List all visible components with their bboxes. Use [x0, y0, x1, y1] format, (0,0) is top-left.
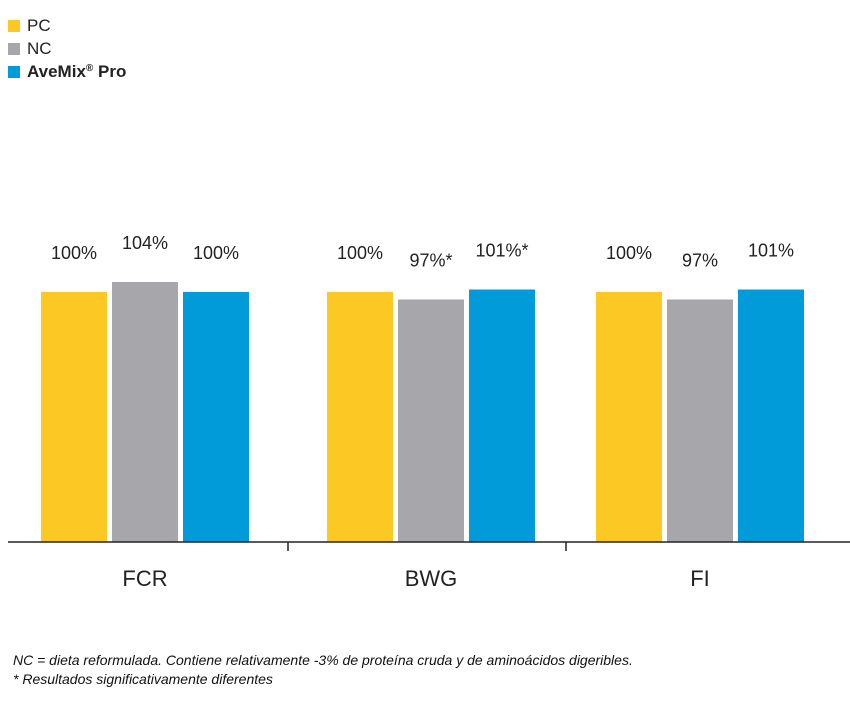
bar-bwg-pc — [327, 292, 393, 542]
legend-label-nc: NC — [27, 38, 52, 58]
bar-fcr-nc — [112, 282, 178, 542]
data-label-fi-nc: 97% — [682, 251, 718, 271]
data-label-fi-pc: 100% — [606, 243, 652, 263]
bar-fi-nc — [667, 299, 733, 542]
data-label-bwg-pc: 100% — [337, 243, 383, 263]
legend-item-avemix: AveMix® Pro — [8, 60, 126, 83]
legend-swatch-nc — [8, 42, 20, 55]
data-label-fi-avemix: 101% — [748, 241, 794, 261]
x-tick-label-fi: FI — [690, 566, 710, 591]
legend-label-avemix-suffix: ® Pro — [85, 61, 127, 81]
bar-chart: 100% 104% 100% FCR 100% 97%* 101%* BWG 100% 97% 10… — [8, 233, 850, 591]
x-tick-label-fcr: FCR — [122, 566, 167, 591]
footnote-significance: * Resultados significativamente diferent… — [13, 671, 273, 687]
chart-legend: PC NC AveMix® Pro — [8, 14, 126, 83]
bar-fi-avemix — [738, 289, 804, 542]
legend-label-pc: PC — [27, 15, 51, 35]
bar-bwg-nc — [398, 299, 464, 542]
data-label-fcr-pc: 100% — [51, 243, 97, 263]
legend-label-avemix: AveMix® Pro — [27, 62, 126, 82]
legend-label-avemix-name: AveMix — [27, 61, 86, 81]
legend-item-nc: NC — [8, 37, 126, 60]
data-label-fcr-nc: 104% — [122, 233, 168, 253]
legend-swatch-avemix — [8, 65, 20, 78]
data-label-bwg-avemix: 101%* — [475, 241, 528, 261]
bar-fcr-avemix — [183, 292, 249, 542]
x-tick-label-bwg: BWG — [405, 566, 458, 591]
chart-footnotes: NC = dieta reformulada. Contiene relativ… — [13, 651, 633, 689]
legend-swatch-pc — [8, 19, 20, 32]
footnote-nc-definition: NC = dieta reformulada. Contiene relativ… — [13, 652, 633, 668]
data-label-fcr-avemix: 100% — [193, 243, 239, 263]
bar-fi-pc — [596, 292, 662, 542]
legend-item-pc: PC — [8, 14, 126, 37]
bar-bwg-avemix — [469, 289, 535, 542]
data-label-bwg-nc: 97%* — [409, 251, 452, 271]
bar-fcr-pc — [41, 292, 107, 542]
